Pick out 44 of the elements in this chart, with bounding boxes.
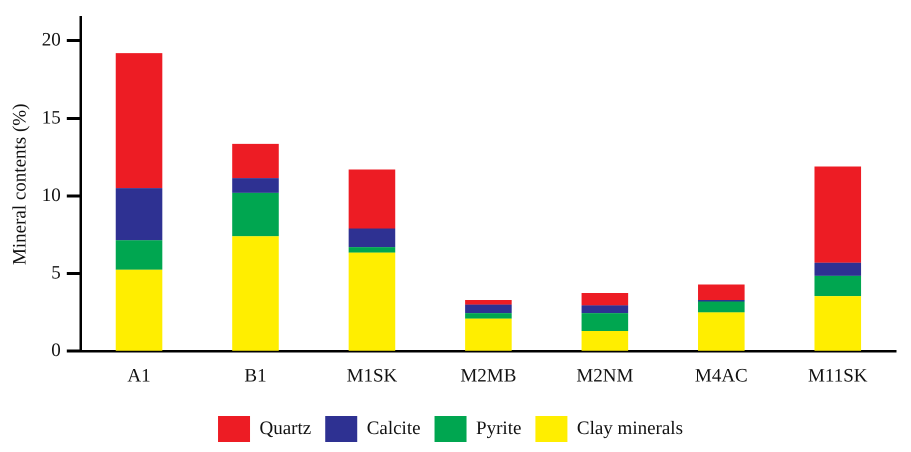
bar [814, 276, 862, 296]
y-axis-title: Mineral contents (%) [9, 104, 30, 266]
bar [814, 166, 862, 263]
bar [116, 270, 162, 351]
bar [465, 318, 512, 351]
bar [582, 305, 628, 314]
bar [348, 247, 396, 253]
x-tick-label: M11SK [808, 366, 868, 387]
x-tick-label: M2NM [576, 366, 634, 387]
bar [232, 144, 279, 178]
bar [582, 292, 628, 306]
bar [232, 192, 279, 236]
x-tick-label: M4AC [694, 366, 748, 387]
bar [582, 331, 628, 351]
bar [465, 304, 512, 314]
y-tick-label: 15 [42, 107, 61, 128]
bar [232, 236, 279, 351]
x-tick-label: B1 [244, 366, 267, 387]
bar [465, 313, 512, 319]
bar [348, 170, 396, 229]
bar [814, 296, 862, 351]
bar [232, 178, 279, 193]
legend-label: Quartz [260, 418, 312, 439]
bar [582, 313, 628, 332]
bar [116, 53, 162, 188]
legend-label: Clay minerals [576, 418, 683, 439]
bar [465, 300, 512, 305]
bar [116, 188, 162, 240]
x-tick-label: M1SK [346, 366, 398, 387]
x-tick-label: M2MB [460, 366, 516, 387]
bar [348, 228, 396, 248]
legend-label: Calcite [366, 418, 421, 439]
y-tick-label: 5 [51, 262, 61, 284]
bar [698, 302, 745, 312]
bar [814, 262, 862, 276]
bar [698, 312, 745, 351]
bar [698, 284, 745, 300]
bar [116, 240, 162, 270]
y-tick-label: 0 [51, 340, 61, 362]
legend-label: Pyrite [476, 418, 522, 439]
bar [348, 252, 396, 351]
x-tick-label: A1 [127, 366, 151, 387]
y-tick-label: 20 [42, 30, 61, 51]
y-tick-label: 10 [42, 184, 61, 206]
